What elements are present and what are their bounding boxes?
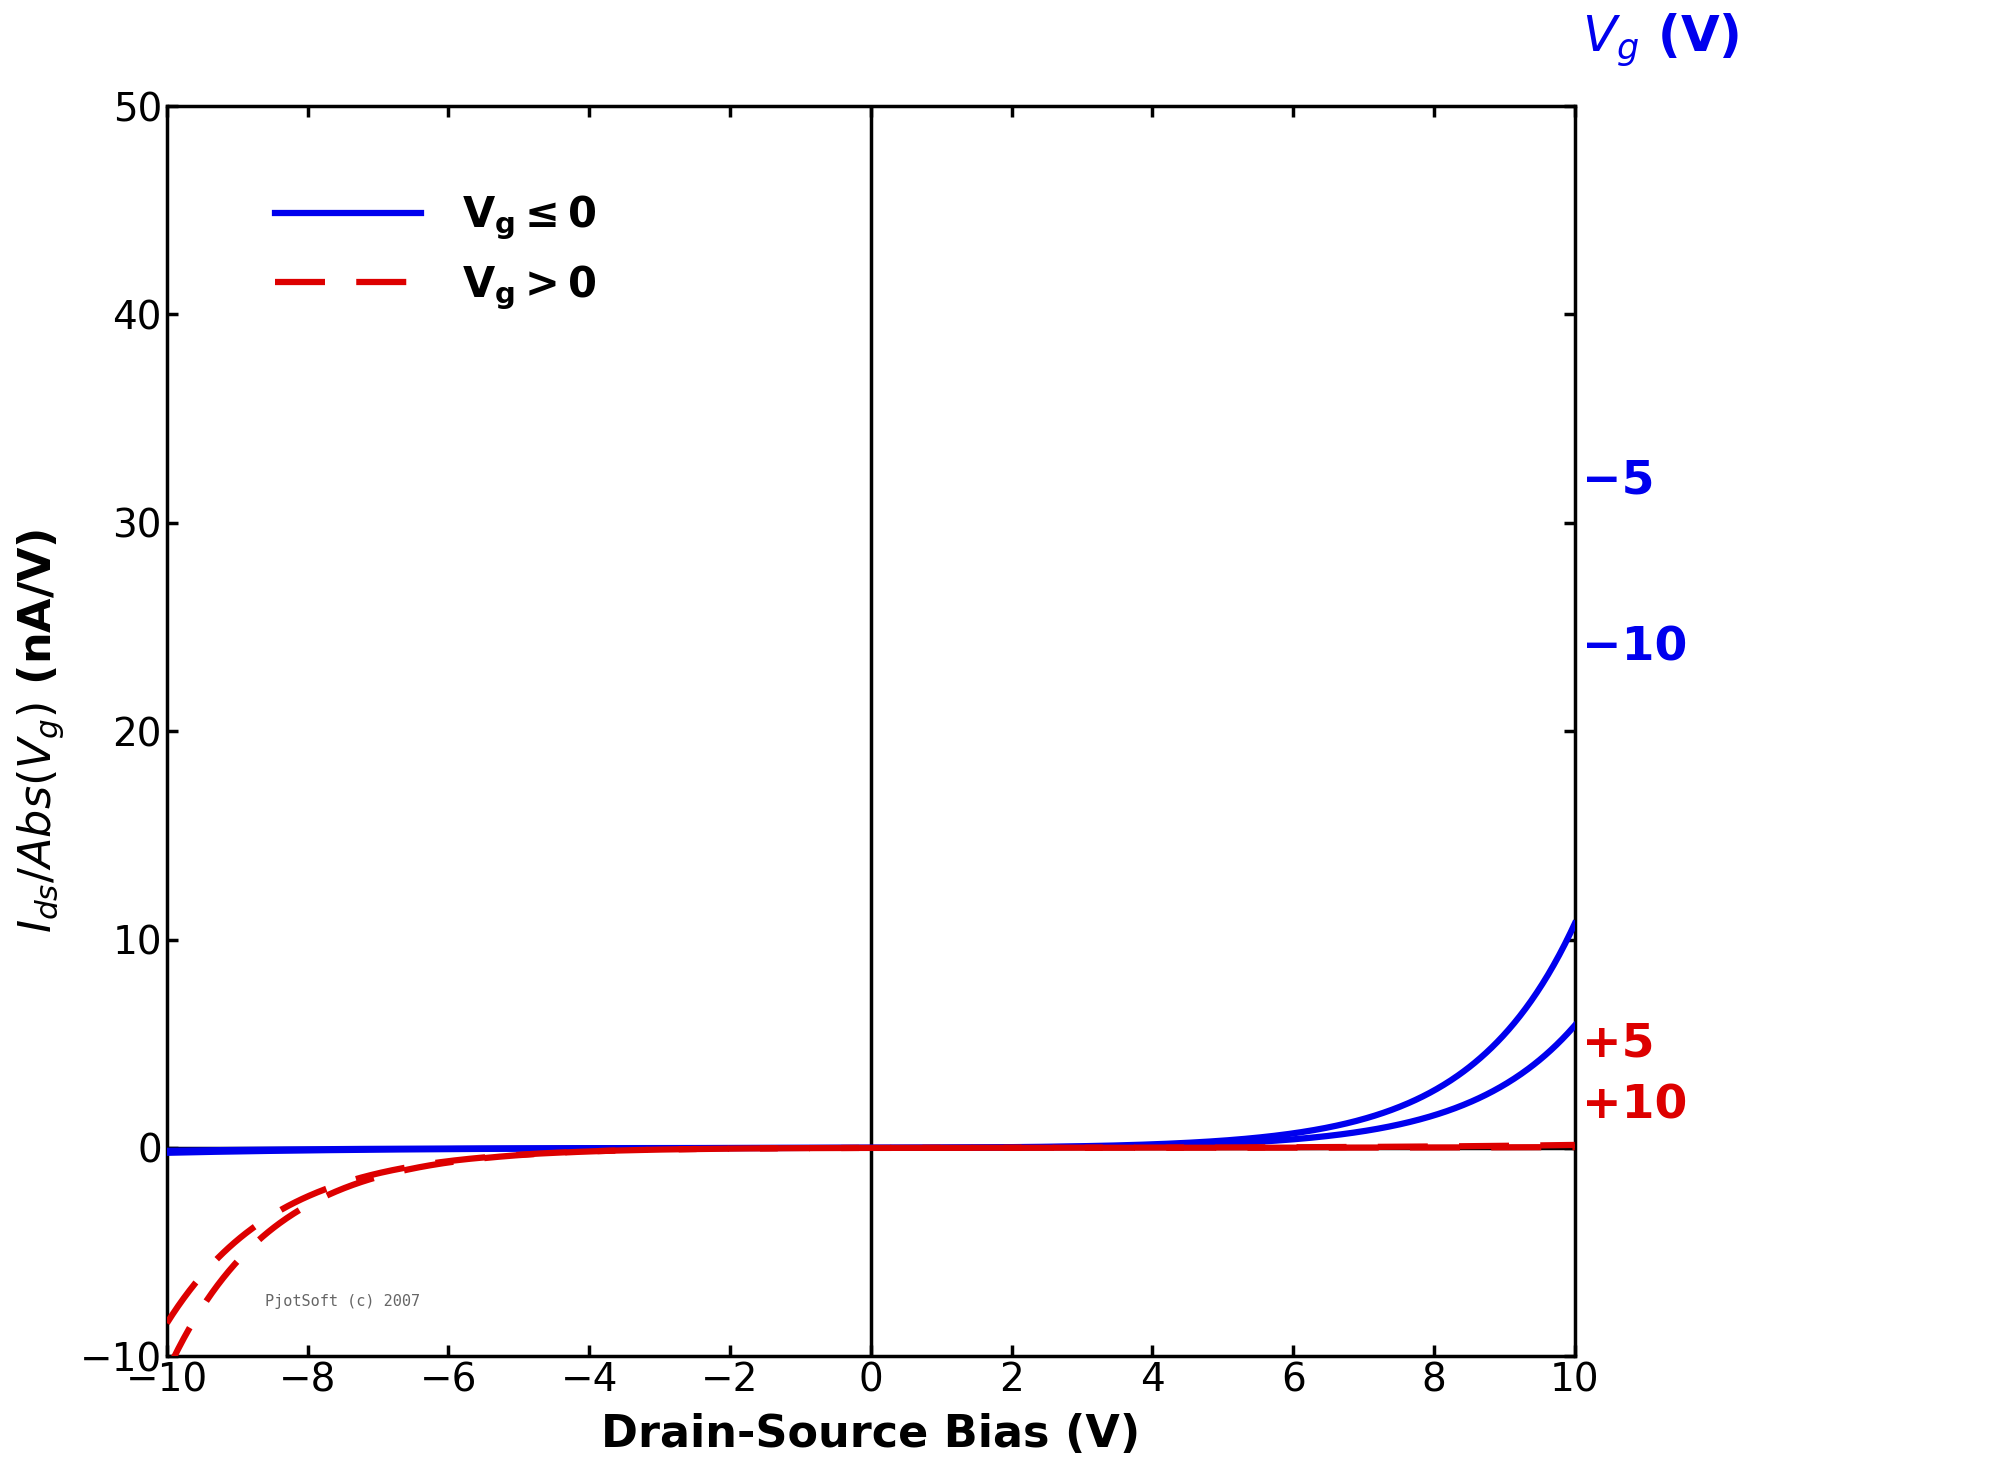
Text: PjotSoft (c) 2007: PjotSoft (c) 2007 (265, 1294, 421, 1309)
Text: −10: −10 (1581, 625, 1687, 671)
Text: +5: +5 (1581, 1021, 1655, 1066)
Legend: $\mathbf{V_g \leq 0}$, $\mathbf{V_g > 0}$: $\mathbf{V_g \leq 0}$, $\mathbf{V_g > 0}… (257, 177, 614, 328)
Text: $V_g$ (V): $V_g$ (V) (1581, 12, 1739, 69)
Y-axis label: $I_{ds}/Abs(V_g)$ (nA/V): $I_{ds}/Abs(V_g)$ (nA/V) (16, 530, 66, 934)
Text: −5: −5 (1581, 459, 1655, 503)
Text: +10: +10 (1581, 1084, 1687, 1128)
X-axis label: Drain-Source Bias (V): Drain-Source Bias (V) (602, 1414, 1141, 1456)
